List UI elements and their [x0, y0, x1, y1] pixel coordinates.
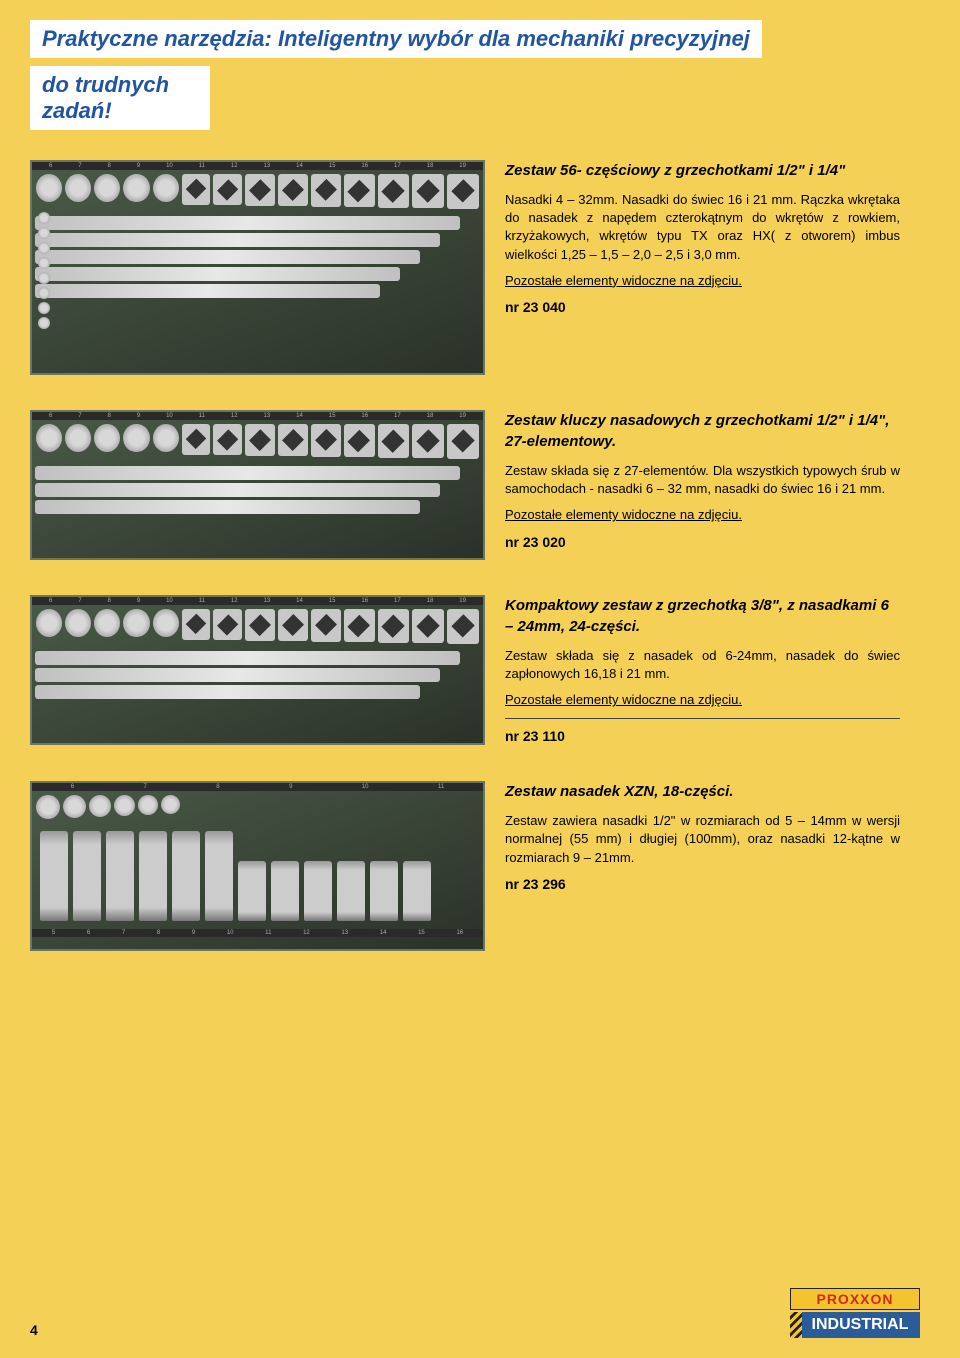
product-number: nr 23 040: [505, 298, 900, 318]
product-description: Nasadki 4 – 32mm. Nasadki do świec 16 i …: [505, 191, 900, 264]
product-description: Zestaw składa się z 27-elementów. Dla ws…: [505, 462, 900, 498]
product-note: Pozostałe elementy widoczne na zdjęciu.: [505, 272, 900, 290]
industrial-badge: INDUSTRIAL: [790, 1312, 920, 1338]
page-subtitle: do trudnych zadań!: [42, 72, 169, 123]
industrial-label: INDUSTRIAL: [812, 1316, 909, 1333]
product-title: Kompaktowy zestaw z grzechotką 3/8", z n…: [505, 595, 900, 637]
product-note: Pozostałe elementy widoczne na zdjęciu.: [505, 691, 900, 709]
product-row: 678910115678910111213141516Zestaw nasade…: [30, 781, 930, 951]
separator-line: [505, 718, 900, 719]
product-row: 678910111213141516171819 Zestaw kluczy na…: [30, 410, 930, 560]
product-image: 678910111213141516171819: [30, 595, 485, 745]
product-image: 678910111213141516171819: [30, 160, 485, 375]
product-number: nr 23 110: [505, 727, 900, 747]
page-subtitle-bar: do trudnych zadań!: [30, 66, 210, 130]
product-row: 678910111213141516171819 Zestaw 56- częśc…: [30, 160, 930, 375]
footer-logo-block: PROXXON INDUSTRIAL: [790, 1288, 920, 1338]
product-note: Pozostałe elementy widoczne na zdjęciu.: [505, 506, 900, 524]
product-number: nr 23 020: [505, 533, 900, 553]
product-title: Zestaw 56- częściowy z grzechotkami 1/2"…: [505, 160, 900, 181]
product-image: 678910111213141516171819: [30, 410, 485, 560]
product-text-block: Zestaw 56- częściowy z grzechotkami 1/2"…: [505, 160, 930, 318]
product-title: Zestaw kluczy nasadowych z grzechotkami …: [505, 410, 900, 452]
product-title: Zestaw nasadek XZN, 18-części.: [505, 781, 900, 802]
product-text-block: Zestaw kluczy nasadowych z grzechotkami …: [505, 410, 930, 552]
product-row: 678910111213141516171819 Kompaktowy zesta…: [30, 595, 930, 746]
page-number: 4: [30, 1322, 38, 1338]
product-description: Zestaw zawiera nasadki 1/2" w rozmiarach…: [505, 812, 900, 867]
page-title: Praktyczne narzędzia: Inteligentny wybór…: [42, 26, 750, 51]
product-number: nr 23 296: [505, 875, 900, 895]
page-title-bar: Praktyczne narzędzia: Inteligentny wybór…: [30, 20, 762, 58]
product-text-block: Kompaktowy zestaw z grzechotką 3/8", z n…: [505, 595, 930, 746]
product-text-block: Zestaw nasadek XZN, 18-części. Zestaw zaw…: [505, 781, 930, 894]
product-description: Zestaw składa się z nasadek od 6-24mm, n…: [505, 647, 900, 683]
proxxon-logo: PROXXON: [790, 1288, 920, 1310]
product-image: 678910115678910111213141516: [30, 781, 485, 951]
